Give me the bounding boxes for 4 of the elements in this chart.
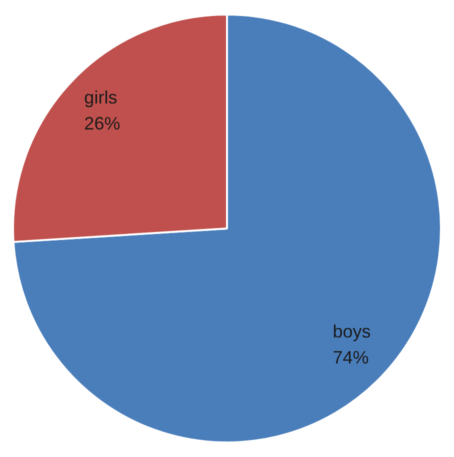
data-label: 74% [332,348,369,368]
slice-label: boys [332,322,371,342]
slice-label: girls [84,87,118,108]
data-label: 26% [84,113,120,134]
